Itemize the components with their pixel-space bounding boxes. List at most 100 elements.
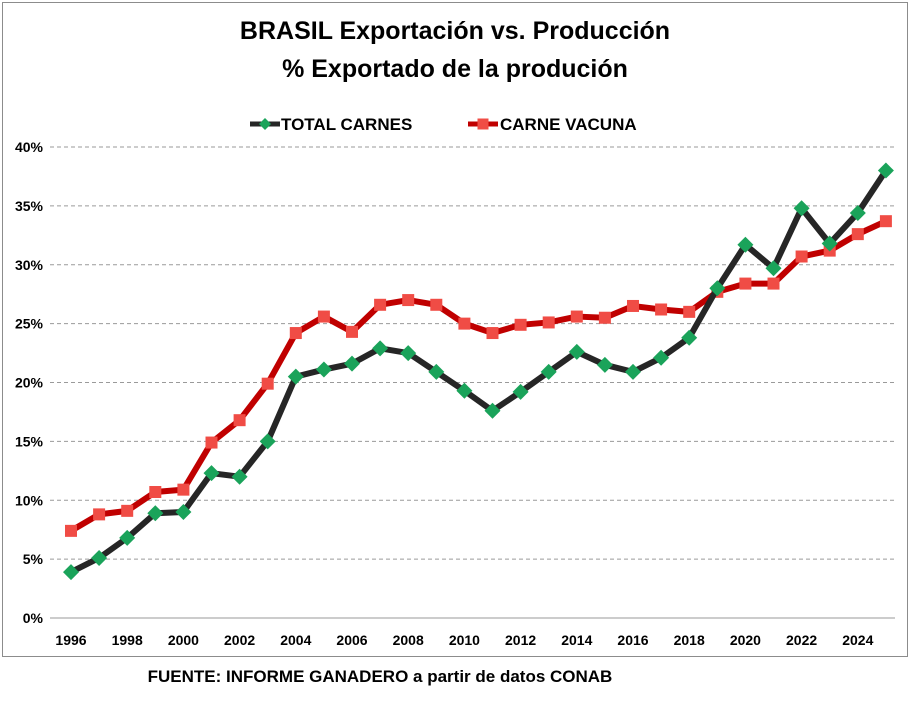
data-point-carne-vacuna[interactable] xyxy=(739,277,752,290)
data-point-carne-vacuna[interactable] xyxy=(149,486,162,499)
x-tick-label: 1998 xyxy=(112,632,143,648)
x-tick-label: 2000 xyxy=(168,632,199,648)
y-tick-label: 35% xyxy=(15,198,44,214)
x-tick-label: 1996 xyxy=(55,632,86,648)
data-point-total-carnes[interactable] xyxy=(231,468,248,485)
data-point-carne-vacuna[interactable] xyxy=(374,298,387,311)
data-point-total-carnes[interactable] xyxy=(175,504,192,521)
data-point-total-carnes[interactable] xyxy=(287,368,304,385)
y-tick-label: 20% xyxy=(15,375,44,391)
data-point-total-carnes[interactable] xyxy=(344,355,360,372)
data-point-total-carnes[interactable] xyxy=(765,260,782,277)
data-point-carne-vacuna[interactable] xyxy=(205,436,218,449)
data-point-carne-vacuna[interactable] xyxy=(879,215,892,228)
data-point-carne-vacuna[interactable] xyxy=(121,504,134,517)
data-point-total-carnes[interactable] xyxy=(877,162,894,179)
data-point-total-carnes[interactable] xyxy=(203,465,220,482)
data-point-total-carnes[interactable] xyxy=(596,356,613,373)
data-point-total-carnes[interactable] xyxy=(709,280,726,297)
data-point-total-carnes[interactable] xyxy=(63,564,79,581)
x-tick-label: 2004 xyxy=(280,632,311,648)
data-point-total-carnes[interactable] xyxy=(259,433,276,450)
data-point-total-carnes[interactable] xyxy=(568,343,585,360)
legend-item-total-carnes[interactable]: TOTAL CARNES xyxy=(250,115,412,134)
y-tick-label: 10% xyxy=(15,492,44,508)
data-point-carne-vacuna[interactable] xyxy=(795,250,808,263)
data-point-total-carnes[interactable] xyxy=(119,529,136,546)
x-tick-label: 2008 xyxy=(393,632,424,648)
data-point-carne-vacuna[interactable] xyxy=(598,311,611,324)
series-line-total-carnes xyxy=(68,167,889,576)
data-point-carne-vacuna[interactable] xyxy=(627,299,639,312)
x-tick-label: 2018 xyxy=(674,632,705,648)
data-point-total-carnes[interactable] xyxy=(456,382,473,399)
y-tick-label: 25% xyxy=(15,316,44,332)
data-point-carne-vacuna[interactable] xyxy=(402,294,415,307)
data-point-carne-vacuna[interactable] xyxy=(486,327,499,340)
series-layer xyxy=(63,162,894,581)
data-point-carne-vacuna[interactable] xyxy=(317,310,330,323)
data-point-carne-vacuna[interactable] xyxy=(767,277,780,290)
data-point-total-carnes[interactable] xyxy=(793,200,810,217)
y-tick-label: 0% xyxy=(23,610,44,626)
y-axis-ticks: 0% 5% 10% 15% 20% 25% 30% 35% 40% xyxy=(15,139,44,626)
y-tick-label: 5% xyxy=(23,551,44,567)
data-point-total-carnes[interactable] xyxy=(653,349,670,366)
data-point-carne-vacuna[interactable] xyxy=(233,414,246,427)
data-point-total-carnes[interactable] xyxy=(372,340,389,357)
data-point-carne-vacuna[interactable] xyxy=(851,228,864,241)
grid-lines xyxy=(50,146,895,619)
series-total-carnes xyxy=(63,162,894,581)
x-tick-label: 2016 xyxy=(617,632,648,648)
data-point-total-carnes[interactable] xyxy=(540,363,557,380)
y-tick-label: 30% xyxy=(15,257,44,273)
x-tick-label: 2022 xyxy=(786,632,817,648)
data-point-total-carnes[interactable] xyxy=(147,505,164,522)
data-point-carne-vacuna[interactable] xyxy=(655,303,668,316)
data-point-total-carnes[interactable] xyxy=(512,383,529,400)
x-tick-label: 2020 xyxy=(730,632,761,648)
series-carne-vacuna xyxy=(65,215,892,537)
x-tick-label: 2014 xyxy=(561,632,592,648)
x-tick-label: 2010 xyxy=(449,632,480,648)
x-tick-label: 2012 xyxy=(505,632,536,648)
chart-title: BRASIL Exportación vs. Producción xyxy=(240,17,670,45)
legend-label-total-carnes: TOTAL CARNES xyxy=(281,115,412,134)
data-point-total-carnes[interactable] xyxy=(625,363,641,380)
data-point-carne-vacuna[interactable] xyxy=(289,327,302,340)
x-axis-ticks: 1996 1998 2000 2002 2004 2006 2008 2010 2012 2014… xyxy=(55,632,873,648)
data-point-total-carnes[interactable] xyxy=(428,363,445,380)
data-point-carne-vacuna[interactable] xyxy=(430,298,443,311)
data-point-carne-vacuna[interactable] xyxy=(93,508,106,521)
x-tick-label: 2006 xyxy=(336,632,367,648)
source-note: FUENTE: INFORME GANADERO a partir de dat… xyxy=(147,667,613,686)
data-point-carne-vacuna[interactable] xyxy=(514,318,527,331)
data-point-carne-vacuna[interactable] xyxy=(346,325,358,338)
data-point-total-carnes[interactable] xyxy=(821,235,838,252)
chart-frame xyxy=(2,2,908,657)
x-tick-label: 2002 xyxy=(224,632,255,648)
line-chart: BRASIL Exportación vs. Producción % Expo… xyxy=(15,17,895,648)
data-point-carne-vacuna[interactable] xyxy=(261,377,274,390)
chart-subtitle: % Exportado de la produción xyxy=(282,55,628,83)
data-point-carne-vacuna[interactable] xyxy=(458,317,471,330)
data-point-carne-vacuna[interactable] xyxy=(177,483,190,496)
data-point-total-carnes[interactable] xyxy=(737,236,754,253)
y-tick-label: 40% xyxy=(15,139,44,155)
data-point-total-carnes[interactable] xyxy=(681,329,698,346)
data-point-carne-vacuna[interactable] xyxy=(542,316,555,329)
legend-label-carne-vacuna: CARNE VACUNA xyxy=(500,115,637,134)
data-point-total-carnes[interactable] xyxy=(400,345,417,362)
data-point-carne-vacuna[interactable] xyxy=(683,305,696,318)
legend: TOTAL CARNES CARNE VACUNA xyxy=(250,115,637,134)
data-point-carne-vacuna[interactable] xyxy=(570,310,583,323)
x-tick-label: 2024 xyxy=(842,632,873,648)
data-point-total-carnes[interactable] xyxy=(484,402,501,419)
data-point-carne-vacuna[interactable] xyxy=(65,524,77,537)
data-point-total-carnes[interactable] xyxy=(849,204,866,221)
data-point-total-carnes[interactable] xyxy=(91,549,108,566)
series-line-carne-vacuna xyxy=(68,218,889,534)
data-point-total-carnes[interactable] xyxy=(315,361,332,378)
y-tick-label: 15% xyxy=(15,433,44,449)
legend-item-carne-vacuna[interactable]: CARNE VACUNA xyxy=(468,115,637,134)
